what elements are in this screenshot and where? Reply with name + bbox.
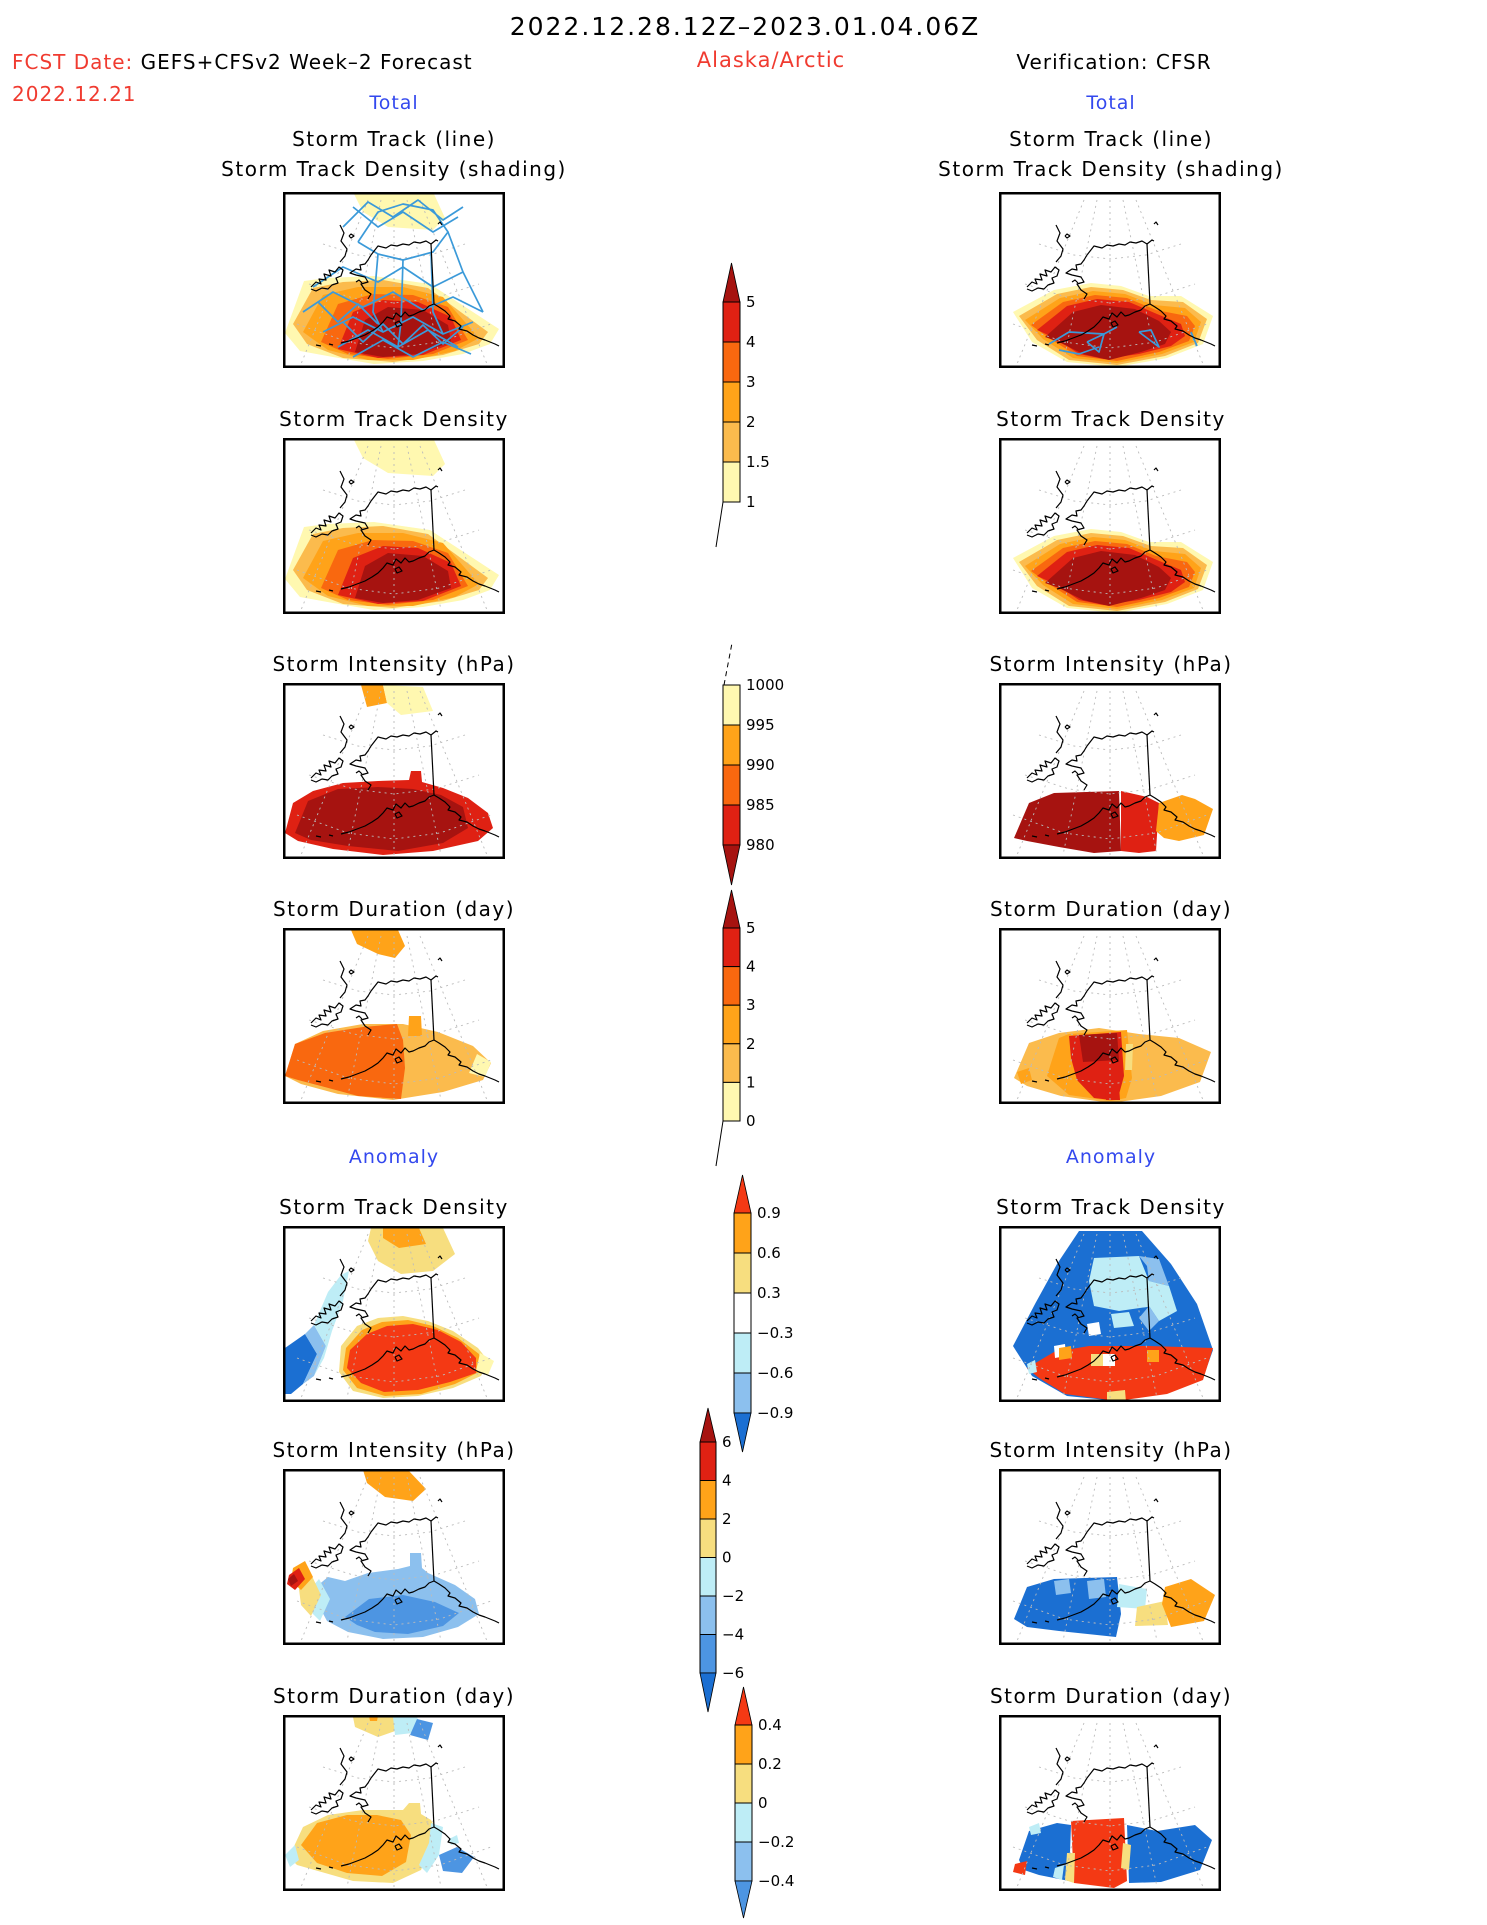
cb-duration-anom-tick-0.2: 0.2 [758,1755,782,1773]
map-R7-storm-duration-day- [999,1715,1221,1891]
panel-title-L7: Storm Duration (day) [272,1684,516,1708]
map-R4-storm-duration-day- [999,928,1221,1104]
cb-intensity-anom-tick-0: 0 [722,1549,732,1567]
map-L2-storm-track-density [283,438,505,614]
cb-track-density-tick-4: 4 [746,333,756,351]
map-L4-storm-duration-day- [283,928,505,1104]
map-R1-storm-track-line- [999,192,1221,368]
cb-track-density-tick-2: 2 [746,413,756,431]
panel-title-R4: Storm Duration (day) [989,897,1233,921]
cb-track-density-anom-tick-−0.6: −0.6 [757,1364,793,1382]
cb-duration-anom-tick-0.4: 0.4 [758,1716,782,1734]
cb-intensity-tick-985: 985 [746,796,775,814]
fcst-date-value: 2022.12.21 [12,82,137,106]
fcst-date-label: FCST Date: [12,50,134,74]
panel-title-R6: Storm Intensity (hPa) [989,1438,1233,1462]
cb-duration-tick-0: 0 [746,1112,756,1130]
cb-track-density-anom-tick-−0.9: −0.9 [757,1404,793,1422]
section-anomaly-left: Anomaly [348,1146,440,1168]
panel-title-L5: Storm Track Density [279,1195,509,1219]
cb-intensity-anom-tick-−2: −2 [722,1587,744,1605]
map-L7-storm-duration-day- [283,1715,505,1891]
panel-title-R3: Storm Intensity (hPa) [989,652,1233,676]
cb-duration-tick-3: 3 [746,996,756,1014]
cb-intensity-tick-980: 980 [746,836,775,854]
cb-duration-anom-tick-−0.2: −0.2 [758,1833,794,1851]
panel-title-R1-2: Storm Track Density (shading) [938,157,1284,181]
panel-title-R2: Storm Track Density [996,407,1226,431]
map-R2-storm-track-density [999,438,1221,614]
panel-title-R5: Storm Track Density [996,1195,1226,1219]
map-L5-storm-track-density [283,1226,505,1402]
region-label: Alaska/Arctic [696,48,846,72]
cb-intensity-anom-tick-6: 6 [722,1433,732,1451]
cb-intensity-anom-tick-4: 4 [722,1472,732,1490]
cb-track-density-anom: 0.9 0.6 0.3 −0.3 −0.6 −0.9 [733,1174,793,1453]
map-L6-storm-intensity-hpa- [283,1469,505,1645]
cb-duration-tick-2: 2 [746,1035,756,1053]
cb-track-density-anom-tick-0.9: 0.9 [757,1204,781,1222]
cb-duration: 5 4 3 2 1 0 [715,889,756,1167]
cb-track-density-tick-3: 3 [746,373,756,391]
figure-title: 2022.12.28.12Z–2023.01.04.06Z [509,12,981,41]
map-L3-storm-intensity-hpa- [283,683,505,859]
cb-track-density-anom-tick-0.6: 0.6 [757,1244,781,1262]
verification-label: Verification: CFSR [1016,50,1212,74]
cb-intensity-anom-tick-−4: −4 [722,1626,744,1644]
cb-intensity-tick-1000: 1000 [746,676,784,694]
forecast-header: FCST Date: GEFS+CFSv2 Week–2 Forecast [12,50,473,74]
cb-track-density-anom-tick-0.3: 0.3 [757,1284,781,1302]
section-total-right: Total [1086,92,1136,114]
cb-intensity-anom: 6 4 2 0 −2 −4 −6 [699,1407,744,1713]
cb-track-density-tick-1.5: 1.5 [746,453,770,471]
panel-title-L6: Storm Intensity (hPa) [272,1438,516,1462]
cb-intensity: 1000 995 990 985 980 [722,642,784,886]
panel-title-L4: Storm Duration (day) [272,897,516,921]
panel-title-L1-2: Storm Track Density (shading) [221,157,567,181]
fcst-model-label: GEFS+CFSv2 Week–2 Forecast [140,50,473,74]
cb-track-density-anom-tick-−0.3: −0.3 [757,1324,793,1342]
section-total-left: Total [369,92,419,114]
cb-duration-tick-4: 4 [746,958,756,976]
cb-intensity-anom-tick-2: 2 [722,1510,732,1528]
cb-intensity-tick-995: 995 [746,716,775,734]
map-R5-storm-track-density [999,1226,1221,1402]
cb-intensity-anom-tick-−6: −6 [722,1664,744,1682]
section-anomaly-right: Anomaly [1065,1146,1157,1168]
panel-title-L1-1: Storm Track (line) [292,127,496,151]
cb-duration-anom-tick-−0.4: −0.4 [758,1872,794,1890]
cb-intensity-tick-990: 990 [746,756,775,774]
map-L1-storm-track-line- [283,192,505,368]
cb-track-density: 5 4 3 2 1.5 1 [715,262,770,548]
cb-track-density-tick-5: 5 [746,293,756,311]
panel-title-R7: Storm Duration (day) [989,1684,1233,1708]
cb-duration-anom: 0.4 0.2 0 −0.2 −0.4 [734,1686,794,1919]
cb-duration-tick-5: 5 [746,919,756,937]
cb-duration-tick-1: 1 [746,1073,756,1091]
map-R6-storm-intensity-hpa- [999,1469,1221,1645]
cb-track-density-tick-1: 1 [746,493,756,511]
panel-title-L3: Storm Intensity (hPa) [272,652,516,676]
panel-title-L2: Storm Track Density [279,407,509,431]
cb-duration-anom-tick-0: 0 [758,1794,768,1812]
panel-title-R1-1: Storm Track (line) [1009,127,1213,151]
map-R3-storm-intensity-hpa- [999,683,1221,859]
